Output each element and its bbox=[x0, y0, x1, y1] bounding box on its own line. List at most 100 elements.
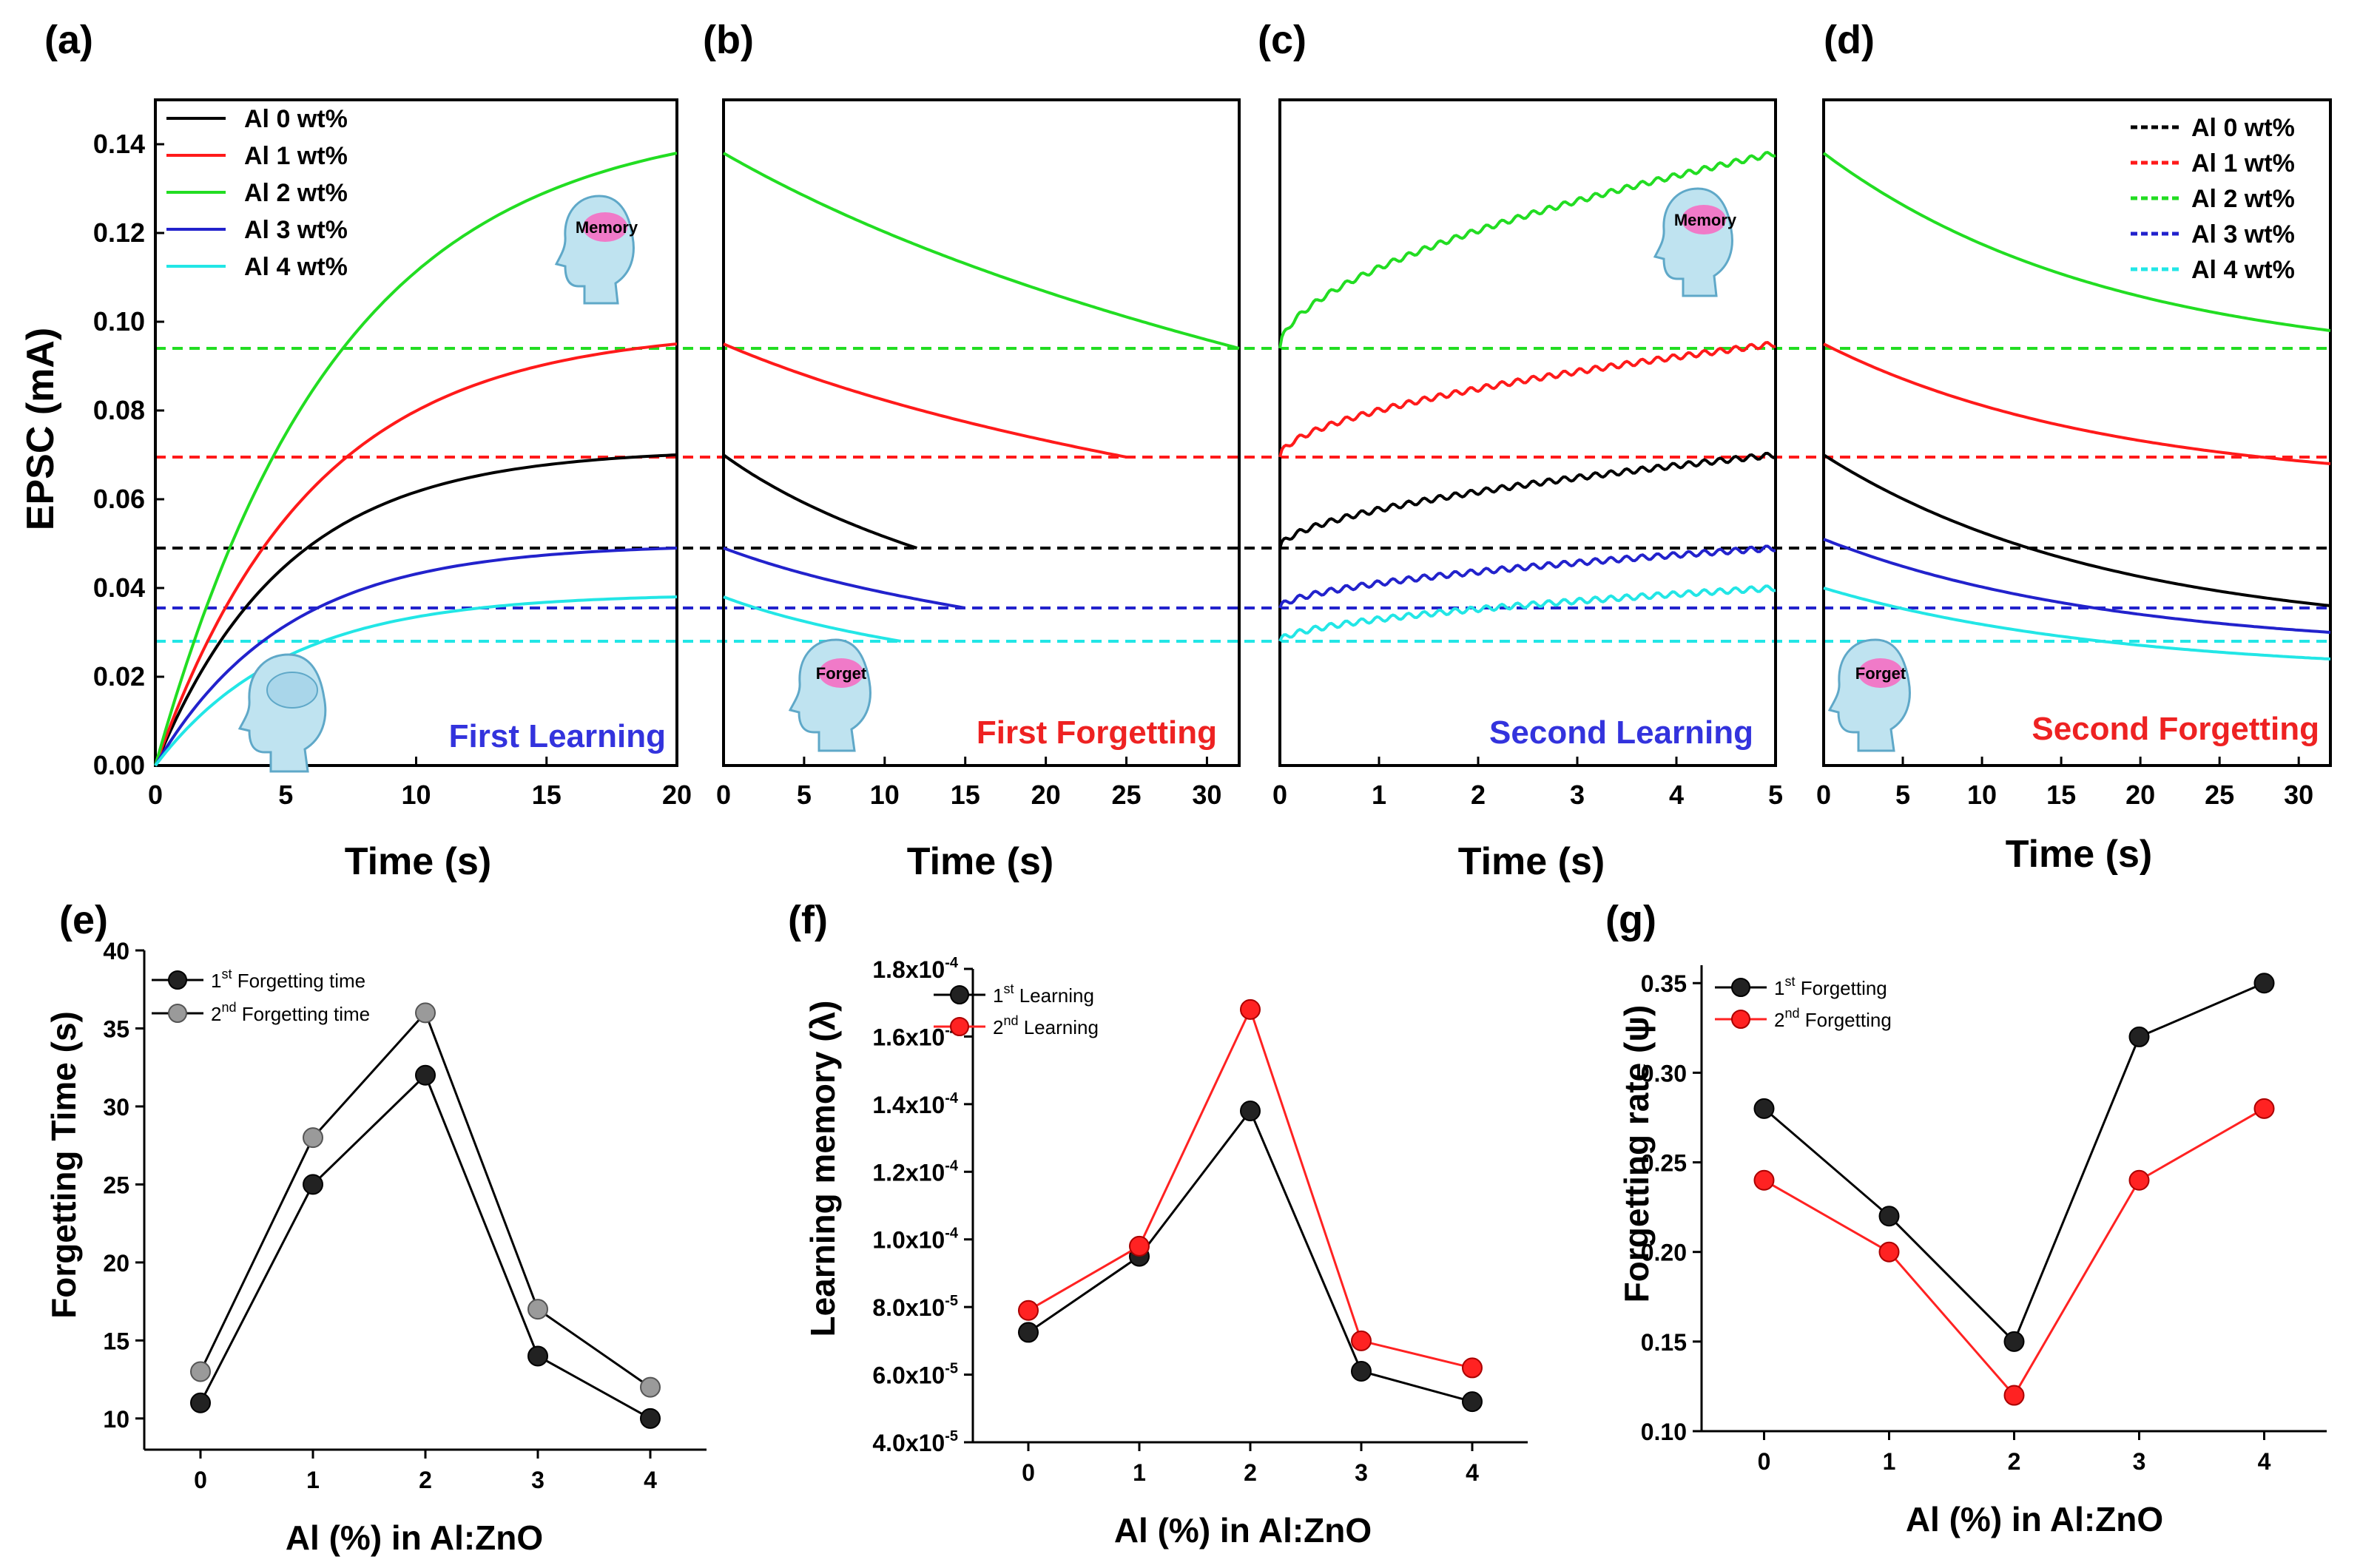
legend-g-base-0: 1 bbox=[1774, 977, 1784, 999]
panel-f-ytick-mantissa: 1.6x10 bbox=[872, 1024, 945, 1050]
legend-e-base-0: 1 bbox=[211, 970, 221, 992]
panel-f-series-1-point bbox=[1018, 1300, 1039, 1321]
panel-c-xtick-label: 2 bbox=[1471, 780, 1486, 810]
panel-b-series-3 bbox=[723, 547, 966, 609]
panel-a-ytick-label: 0.12 bbox=[93, 217, 145, 248]
panel-e-xtick-label: 0 bbox=[194, 1467, 207, 1493]
panel-d-series-4 bbox=[1823, 587, 2331, 660]
panel-a-xtick-label: 5 bbox=[278, 780, 293, 810]
panel-f-ytick-label: 1.0x10-4 bbox=[872, 1226, 959, 1254]
panel-b-label: (b) bbox=[703, 18, 754, 62]
panel-g-series-1-line bbox=[1763, 1107, 2265, 1398]
panel-e-series-1-point bbox=[527, 1299, 548, 1320]
panel-f-series-0-point bbox=[1462, 1391, 1483, 1413]
panel-b-xtick-label: 0 bbox=[716, 780, 731, 810]
panel-e-plot: 0 1 2 3 4 10 15 20 25 30 35 40 bbox=[103, 938, 707, 1493]
legend-d: Al 0 wt% Al 1 wt% Al 2 wt% Al 3 wt% Al 4… bbox=[2131, 114, 2295, 284]
legend-f-marker-0 bbox=[950, 985, 969, 1004]
panel-f-xlabel: Al (%) in Al:ZnO bbox=[1114, 1511, 1372, 1550]
panel-a-label: (a) bbox=[44, 18, 93, 62]
panel-a-xtick-label: 0 bbox=[148, 780, 163, 810]
panel-c-series-4 bbox=[1278, 584, 1776, 642]
panel-f-xtick-label: 3 bbox=[1355, 1459, 1368, 1486]
panel-e-series-0-point bbox=[190, 1392, 211, 1413]
legend-f-rest-0: Learning bbox=[1014, 984, 1093, 1007]
panel-f-ytick-mantissa: 6.0x10 bbox=[872, 1362, 945, 1389]
panel-f-ytick-label: 1.4x10-4 bbox=[872, 1090, 959, 1118]
panel-c-plot: 0 1 2 3 4 5 bbox=[1272, 98, 1783, 810]
panel-d-xlabel: Time (s) bbox=[2006, 833, 2152, 876]
legend-d-label-0: Al 0 wt% bbox=[2191, 114, 2295, 142]
panel-b-xlabel: Time (s) bbox=[907, 840, 1053, 883]
memory-icon-text-c: Memory bbox=[1674, 211, 1737, 229]
panel-c-frame bbox=[1278, 98, 1777, 767]
panel-c-series-0 bbox=[1278, 451, 1776, 549]
panel-c-xtick-label: 5 bbox=[1768, 780, 1783, 810]
memory-head-icon-c: Memory bbox=[1653, 187, 1737, 297]
panel-f-xtick-label: 2 bbox=[1244, 1459, 1257, 1486]
panel-f-ytick-exponent: -4 bbox=[945, 1158, 959, 1174]
panel-a-series-2 bbox=[154, 152, 678, 766]
panel-a-ytick-label: 0.10 bbox=[93, 306, 145, 337]
panel-f-ytick-label: 4.0x10-5 bbox=[872, 1428, 958, 1456]
legend-a: Al 0 wt% Al 1 wt% Al 2 wt% Al 3 wt% Al 4… bbox=[166, 105, 348, 281]
panel-a-xtick-label: 20 bbox=[662, 780, 692, 810]
panel-d-xtick-label: 5 bbox=[1895, 780, 1910, 810]
panel-a-series-0 bbox=[154, 453, 678, 766]
panel-f-series-1-point bbox=[1462, 1357, 1483, 1379]
legend-g-sup-1: nd bbox=[1784, 1006, 1799, 1021]
panel-b-plot: 0 5 10 15 20 25 30 bbox=[716, 98, 1241, 810]
panel-c-series-1 bbox=[1278, 341, 1776, 458]
panel-f-plot: 0 1 2 3 44.0x10-56.0x10-58.0x10-51.0x10-41.2… bbox=[872, 955, 1528, 1486]
panel-f-ytick-label: 6.0x10-5 bbox=[872, 1361, 958, 1389]
panel-a-plot: 0 5 10 15 200.000.020.040.060.080.100.120.14 bbox=[93, 98, 2330, 810]
panel-b-xtick-label: 25 bbox=[1112, 780, 1142, 810]
panel-b-xtick-label: 10 bbox=[870, 780, 900, 810]
panel-g-series-1-point bbox=[2003, 1385, 2025, 1406]
panel-g-series-0-point bbox=[1753, 1098, 1775, 1119]
panel-d-xtick-label: 25 bbox=[2205, 780, 2234, 810]
legend-e-rest-1: Forgetting time bbox=[237, 1003, 371, 1025]
panel-g-series-0-point bbox=[1878, 1206, 1900, 1227]
legend-e-label-0: 1st Forgetting time bbox=[211, 967, 365, 992]
panel-d-xtick-label: 10 bbox=[1967, 780, 1997, 810]
panel-c-xtick-label: 0 bbox=[1272, 780, 1287, 810]
panel-g-label: (g) bbox=[1605, 898, 1656, 942]
phase-first-forgetting: First Forgetting bbox=[977, 714, 1217, 751]
legend-g-rest-1: Forgetting bbox=[1800, 1009, 1892, 1031]
panel-d-xtick-label: 15 bbox=[2046, 780, 2076, 810]
legend-e-marker-0 bbox=[168, 970, 187, 990]
panel-f-series-0-point bbox=[1351, 1361, 1372, 1382]
panel-g-series-1-point bbox=[1878, 1241, 1900, 1263]
panel-f-ytick-exponent: -5 bbox=[945, 1428, 958, 1444]
panel-d-series-2 bbox=[1822, 152, 2331, 332]
panel-f-series-0-point bbox=[1240, 1101, 1261, 1121]
panel-f-ytick-mantissa: 4.0x10 bbox=[872, 1430, 945, 1456]
panel-e-series-0-point bbox=[415, 1064, 436, 1086]
legend-e-rest-0: Forgetting time bbox=[232, 970, 365, 992]
panel-a-ytick-label: 0.00 bbox=[93, 750, 145, 780]
panel-c-xtick-label: 1 bbox=[1372, 780, 1386, 810]
panel-e-series-0-point bbox=[640, 1408, 661, 1429]
panel-g-series-0-point bbox=[2003, 1331, 2025, 1352]
legend-d-label-2: Al 2 wt% bbox=[2191, 185, 2295, 213]
panel-b-series-0 bbox=[722, 453, 918, 550]
panel-c-xtick-label: 4 bbox=[1669, 780, 1684, 810]
legend-g-sup-0: st bbox=[1784, 974, 1795, 989]
legend-g-label-0: 1st Forgetting bbox=[1774, 974, 1887, 999]
panel-f-ytick-label: 1.2x10-4 bbox=[872, 1158, 959, 1186]
legend-f-sup-0: st bbox=[1003, 981, 1014, 996]
panel-c-series-2 bbox=[1278, 151, 1776, 349]
panel-f-ytick-exponent: -4 bbox=[945, 1090, 959, 1106]
panel-g-xtick-label: 1 bbox=[1883, 1448, 1896, 1475]
panel-f-ylabel: Learning memory (λ) bbox=[803, 1001, 842, 1337]
panel-d-frame bbox=[1822, 98, 2332, 767]
panel-a-ytick-label: 0.04 bbox=[93, 572, 145, 603]
panel-e-ylabel: Forgetting Time (s) bbox=[44, 1011, 83, 1319]
panel-g-series-1-point bbox=[2253, 1098, 2275, 1119]
panel-g-series-1-point bbox=[2128, 1169, 2150, 1191]
panel-b-xtick-label: 30 bbox=[1192, 780, 1221, 810]
panel-a-ytick-label: 0.14 bbox=[93, 129, 145, 159]
panel-g-plot: 0 1 2 3 4 0.10 0.15 0.20 0.25 0.30 0.35 bbox=[1641, 965, 2327, 1475]
